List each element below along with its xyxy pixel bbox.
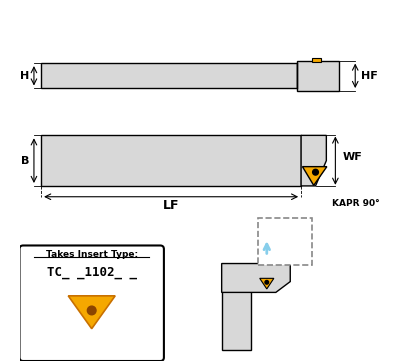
Bar [312, 58, 321, 62]
Text: TC_ _1102_ _: TC_ _1102_ _ [47, 266, 137, 279]
Bar [258, 218, 312, 265]
Text: B: B [21, 156, 29, 166]
Text: H: H [20, 71, 30, 81]
Text: KAPR 90°: KAPR 90° [332, 200, 379, 208]
Circle shape [313, 169, 318, 175]
Bar [41, 135, 301, 186]
Circle shape [265, 280, 268, 284]
Text: HF: HF [361, 71, 377, 81]
Bar [222, 264, 250, 350]
Text: Takes Insert Type:: Takes Insert Type: [46, 250, 138, 259]
Polygon shape [68, 296, 115, 329]
Circle shape [87, 306, 96, 315]
Bar [41, 63, 298, 88]
Text: LF: LF [163, 199, 179, 212]
Polygon shape [260, 278, 274, 289]
Polygon shape [301, 135, 326, 186]
FancyBboxPatch shape [20, 245, 164, 361]
Polygon shape [222, 264, 290, 292]
Polygon shape [302, 167, 327, 186]
Bar [298, 61, 339, 91]
Text: WF: WF [342, 152, 362, 162]
